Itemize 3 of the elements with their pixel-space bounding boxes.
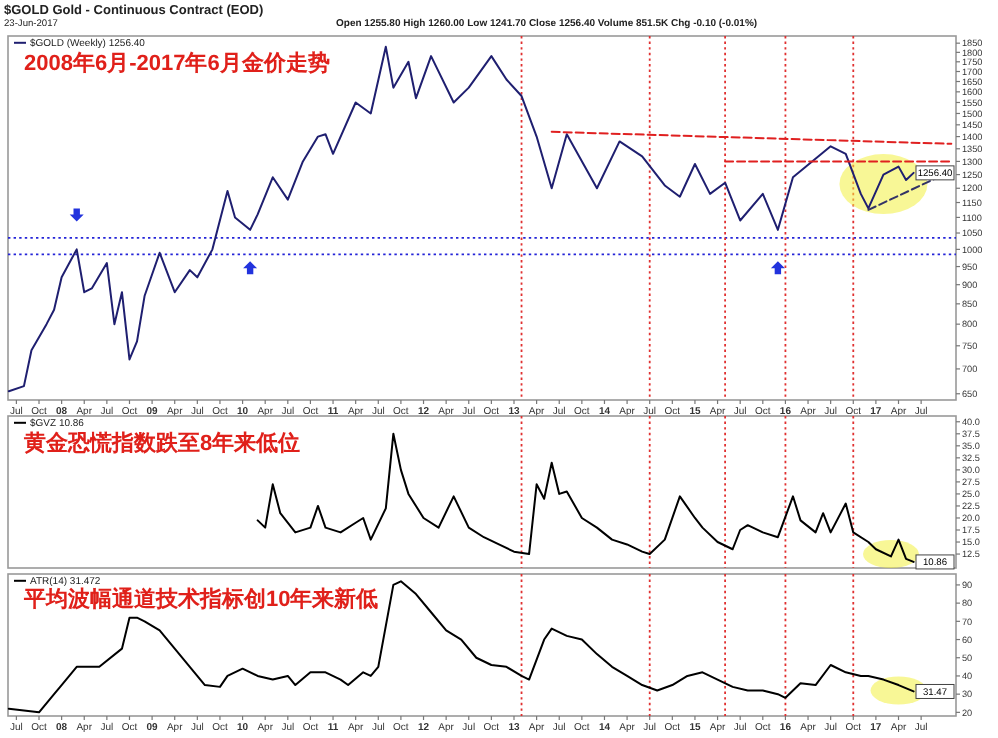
text: 黄金恐慌指数跌至8年来低位 — [22, 430, 301, 456]
text: 2008年6月-2017年6月金价走势 — [24, 50, 330, 76]
text: 平均波幅通道技术指标创10年来新低 — [22, 586, 379, 612]
